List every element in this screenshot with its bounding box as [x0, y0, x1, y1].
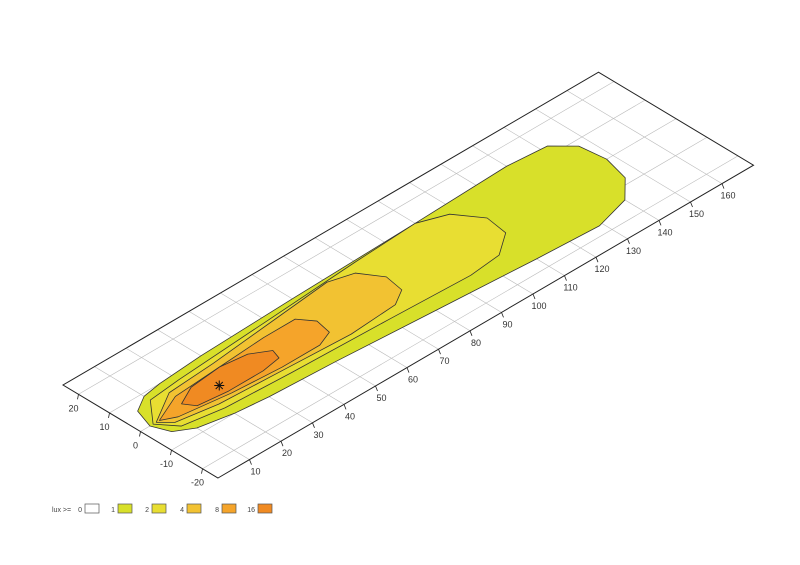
plot-frame	[62, 71, 755, 479]
x-tick-label: 130	[626, 246, 641, 256]
gridline-y	[202, 155, 739, 469]
legend-label: 4	[180, 507, 184, 514]
legend-swatch	[117, 503, 133, 514]
legend-label: 16	[247, 507, 255, 514]
x-tick-mark	[564, 275, 567, 281]
x-tick-label: 70	[439, 356, 449, 366]
y-tick-label: 0	[133, 441, 138, 451]
x-tick-mark	[532, 293, 536, 300]
gridline-y	[78, 81, 615, 395]
x-tick-label: 20	[282, 448, 292, 458]
legend-title: lux >=	[52, 507, 71, 514]
x-tick-mark	[658, 220, 662, 226]
x-tick-mark	[375, 385, 378, 392]
x-tick-mark	[501, 312, 504, 318]
x-tick-mark	[406, 367, 410, 373]
x-tick-label: 50	[376, 393, 386, 403]
y-tick-mark	[201, 468, 203, 474]
x-tick-label: 30	[313, 430, 323, 440]
y-tick-label: -10	[160, 459, 173, 469]
y-tick-mark	[139, 431, 141, 437]
legend-swatch	[257, 503, 273, 514]
asterisk-stroke	[215, 381, 224, 390]
x-tick-mark	[280, 441, 284, 447]
x-tick-label: 120	[594, 264, 609, 274]
y-tick-mark	[108, 412, 110, 418]
legend-label: 0	[78, 507, 82, 514]
x-tick-mark	[343, 404, 347, 410]
tick-labels: 1020304050607080901001101201301401501602…	[68, 183, 736, 488]
x-tick-label: 160	[720, 191, 735, 201]
x-tick-label: 140	[657, 227, 672, 237]
legend-swatch	[84, 503, 100, 514]
x-tick-label: 110	[563, 283, 577, 293]
y-tick-label: 20	[68, 403, 78, 413]
legend-label: 2	[145, 507, 149, 514]
frame-border	[62, 71, 755, 479]
x-tick-mark	[721, 183, 725, 189]
y-tick-mark	[77, 394, 79, 400]
x-tick-mark	[595, 257, 599, 263]
x-tick-mark	[249, 459, 252, 465]
x-tick-label: 80	[471, 338, 481, 348]
x-tick-label: 40	[345, 411, 355, 421]
y-tick-label: -20	[191, 478, 204, 488]
legend-swatch	[221, 503, 237, 514]
legend-label: 8	[215, 507, 219, 514]
contour-16-lux	[181, 350, 280, 407]
x-tick-mark	[469, 330, 473, 336]
x-tick-label: 150	[689, 209, 704, 219]
asterisk-marker	[214, 380, 225, 391]
x-tick-mark	[312, 422, 315, 428]
x-tick-mark	[690, 201, 693, 208]
x-tick-label: 100	[531, 301, 546, 311]
x-tick-label: 10	[250, 467, 260, 477]
contours	[137, 145, 626, 433]
y-tick-mark	[170, 450, 172, 456]
legend: lux >= 0 1 2 4 8 16	[52, 503, 273, 514]
x-tick-label: 90	[502, 319, 512, 329]
y-tick-label: 10	[99, 422, 109, 432]
x-tick-mark	[438, 349, 441, 355]
legend-swatch	[151, 503, 167, 514]
legend-label: 1	[111, 507, 115, 514]
legend-swatch	[186, 503, 202, 514]
x-tick-label: 60	[408, 375, 418, 385]
x-tick-mark	[627, 238, 630, 244]
